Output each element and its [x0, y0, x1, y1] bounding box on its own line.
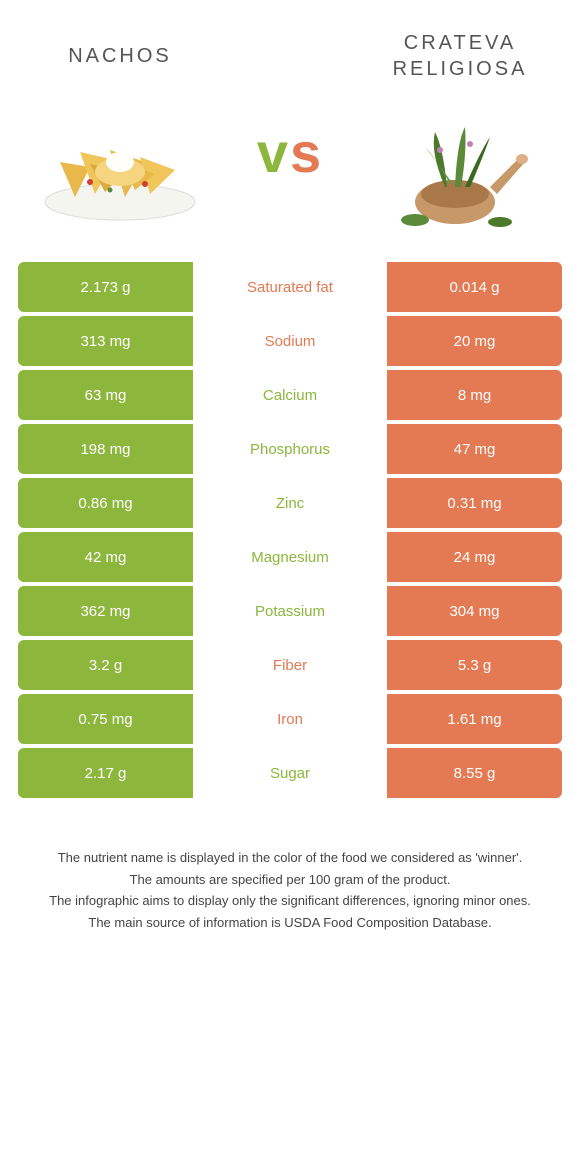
food-left-column: Nachos	[20, 30, 220, 232]
value-left: 0.86 mg	[18, 478, 193, 528]
value-left: 42 mg	[18, 532, 193, 582]
crateva-image	[375, 102, 545, 232]
nutrient-row: 3.2 gFiber5.3 g	[18, 640, 562, 690]
value-left: 3.2 g	[18, 640, 193, 690]
header: Nachos vs Crateva religiosa	[0, 0, 580, 242]
value-left: 63 mg	[18, 370, 193, 420]
nutrient-row: 313 mgSodium20 mg	[18, 316, 562, 366]
footer-notes: The nutrient name is displayed in the co…	[30, 848, 550, 932]
footer-line: The main source of information is USDA F…	[30, 913, 550, 933]
value-right: 0.31 mg	[387, 478, 562, 528]
nutrient-label: Saturated fat	[193, 262, 387, 312]
nutrient-label: Phosphorus	[193, 424, 387, 474]
nutrient-label: Calcium	[193, 370, 387, 420]
value-right: 304 mg	[387, 586, 562, 636]
value-right: 8.55 g	[387, 748, 562, 798]
nutrient-row: 42 mgMagnesium24 mg	[18, 532, 562, 582]
value-right: 47 mg	[387, 424, 562, 474]
nutrient-row: 2.173 gSaturated fat0.014 g	[18, 262, 562, 312]
food-right-title: Crateva religiosa	[360, 30, 560, 82]
nutrient-row: 362 mgPotassium304 mg	[18, 586, 562, 636]
value-left: 2.173 g	[18, 262, 193, 312]
nutrient-row: 63 mgCalcium8 mg	[18, 370, 562, 420]
food-right-column: Crateva religiosa	[360, 30, 560, 232]
nutrient-row: 0.86 mgZinc0.31 mg	[18, 478, 562, 528]
nutrient-row: 198 mgPhosphorus47 mg	[18, 424, 562, 474]
nutrient-label: Zinc	[193, 478, 387, 528]
value-right: 24 mg	[387, 532, 562, 582]
value-right: 0.014 g	[387, 262, 562, 312]
footer-line: The infographic aims to display only the…	[30, 891, 550, 911]
value-right: 1.61 mg	[387, 694, 562, 744]
vs-v: v	[257, 121, 290, 184]
food-left-title: Nachos	[68, 30, 172, 82]
value-left: 313 mg	[18, 316, 193, 366]
value-left: 2.17 g	[18, 748, 193, 798]
nutrient-label: Sugar	[193, 748, 387, 798]
nutrient-label: Sodium	[193, 316, 387, 366]
footer-line: The amounts are specified per 100 gram o…	[30, 870, 550, 890]
nutrient-table: 2.173 gSaturated fat0.014 g313 mgSodium2…	[18, 262, 562, 798]
nutrient-row: 0.75 mgIron1.61 mg	[18, 694, 562, 744]
vs-label: vs	[257, 120, 323, 185]
value-left: 0.75 mg	[18, 694, 193, 744]
nutrient-label: Iron	[193, 694, 387, 744]
value-left: 362 mg	[18, 586, 193, 636]
nachos-image	[35, 102, 205, 232]
value-right: 20 mg	[387, 316, 562, 366]
footer-line: The nutrient name is displayed in the co…	[30, 848, 550, 868]
nutrient-label: Potassium	[193, 586, 387, 636]
vs-s: s	[290, 121, 323, 184]
nutrient-label: Fiber	[193, 640, 387, 690]
nutrient-row: 2.17 gSugar8.55 g	[18, 748, 562, 798]
value-left: 198 mg	[18, 424, 193, 474]
value-right: 8 mg	[387, 370, 562, 420]
value-right: 5.3 g	[387, 640, 562, 690]
nutrient-label: Magnesium	[193, 532, 387, 582]
